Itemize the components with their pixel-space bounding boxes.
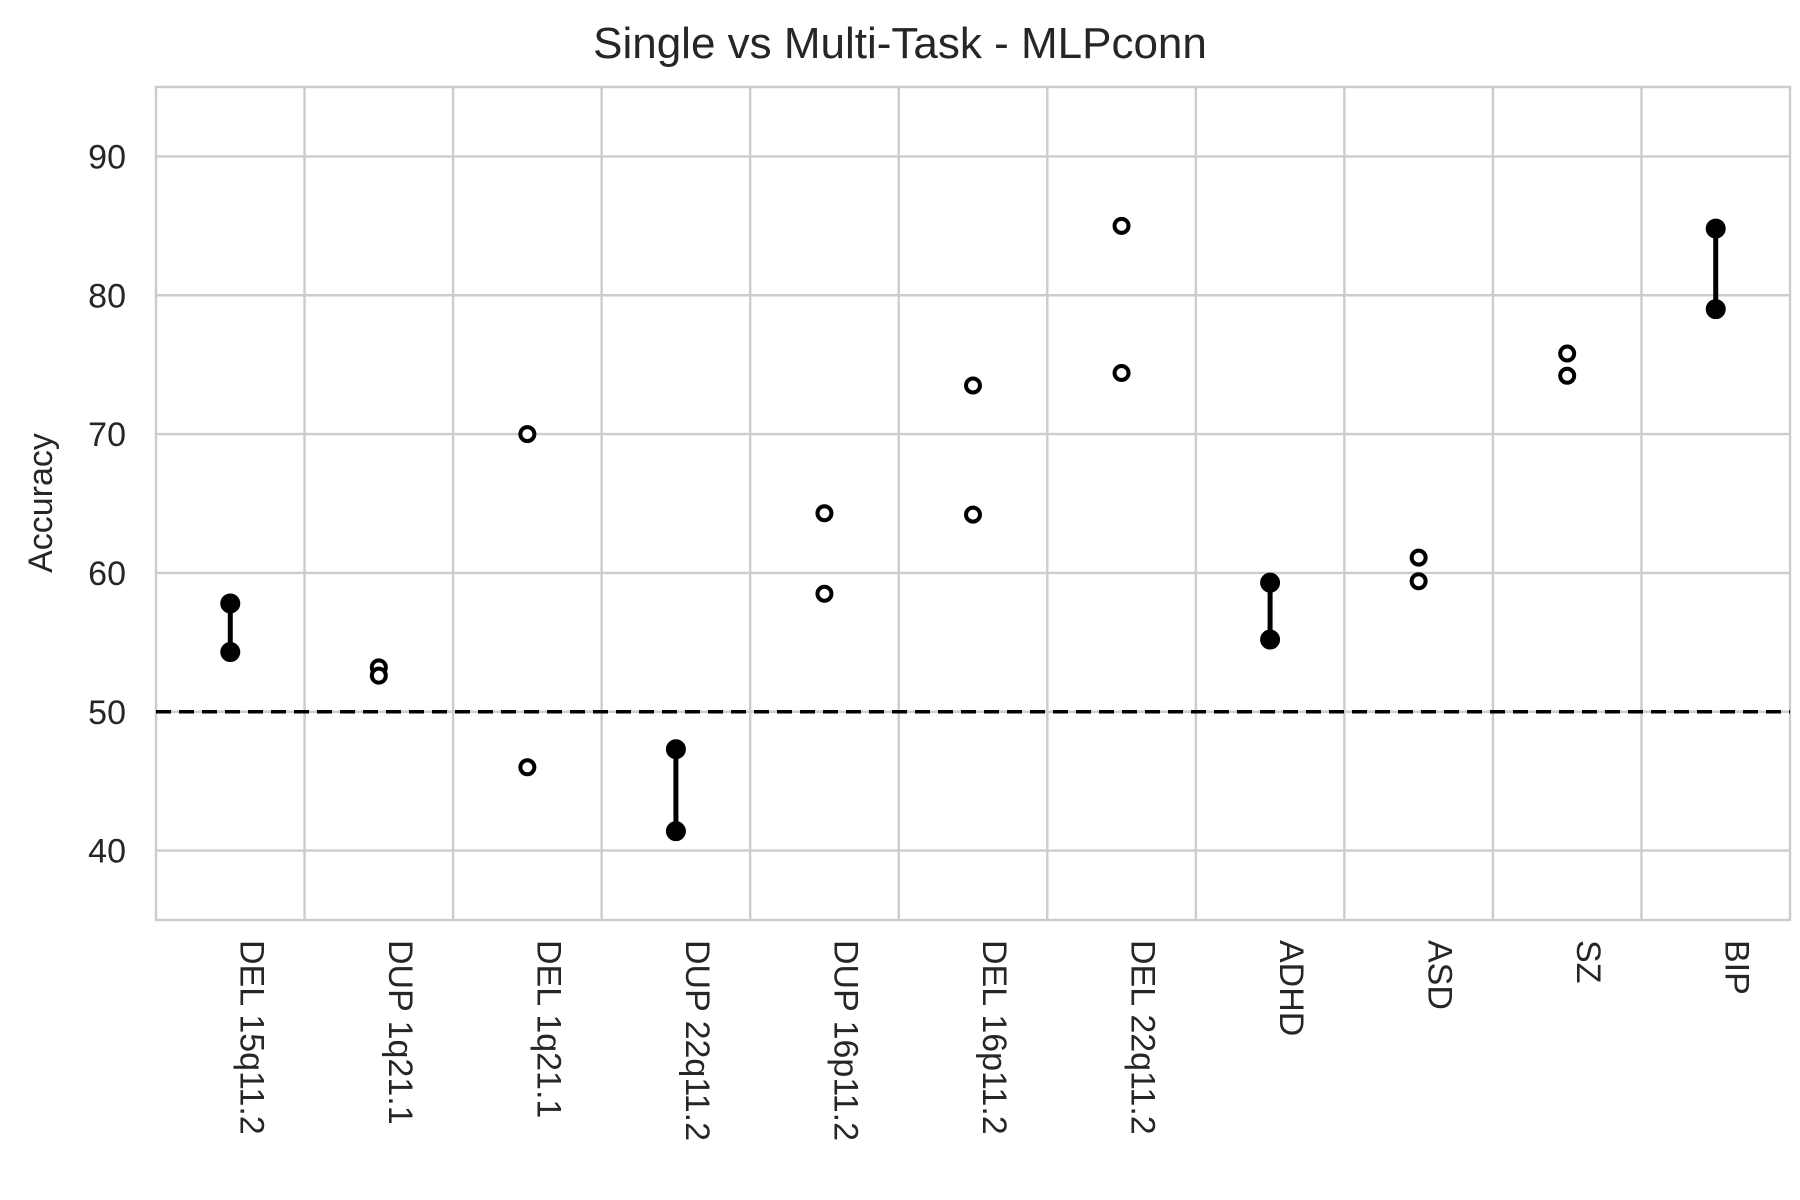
data-point [964,376,982,395]
data-point [1409,548,1428,567]
y-axis-ticks: 40 50 60 70 80 90 [88,138,126,870]
data-point [1705,218,1726,239]
x-tick-label: DUP 22q11.2 [678,940,716,1141]
data-point [518,425,537,444]
data-point [815,584,834,603]
data-point [1558,366,1577,385]
x-tick-label: BIP [1718,940,1756,995]
data-point [1260,629,1281,650]
x-tick-label: DUP 16p11.2 [826,940,864,1141]
y-tick-label: 90 [88,138,126,176]
data-point [665,739,686,760]
x-tick-label: DEL 16p11.2 [975,940,1013,1135]
y-tick-label: 50 [88,694,126,732]
data-point [1409,572,1428,591]
data-marks [220,216,1726,842]
data-point [1558,344,1577,363]
x-tick-label: DEL 1q21.1 [529,940,567,1118]
data-point [964,505,982,524]
data-point [220,593,241,614]
data-point [1112,363,1131,382]
data-point [369,666,388,685]
y-tick-label: 60 [88,555,126,593]
y-tick-label: 80 [88,277,126,315]
y-tick-label: 40 [88,833,126,871]
x-tick-label: ADHD [1272,940,1310,1036]
x-tick-label: SZ [1569,940,1607,983]
x-tick-label: DEL 15q11.2 [232,940,270,1135]
x-tick-label: DEL 22q11.2 [1124,940,1162,1135]
x-axis-ticks: DEL 15q11.2 DUP 1q21.1 DEL 1q21.1 DUP 22q11… [232,940,1755,1141]
y-axis-label: Accuracy [22,433,60,573]
data-point [518,758,537,777]
x-tick-label: ASD [1421,940,1459,1010]
x-tick-label: DUP 1q21.1 [381,940,419,1125]
data-point [1112,216,1131,235]
data-point [220,642,241,663]
chart-title: Single vs Multi-Task - MLPconn [593,19,1207,68]
data-point [665,821,686,842]
data-point [1260,572,1281,593]
plot-frame [154,85,1792,922]
data-point [815,504,834,523]
y-tick-label: 70 [88,416,126,454]
data-point [1705,299,1726,320]
